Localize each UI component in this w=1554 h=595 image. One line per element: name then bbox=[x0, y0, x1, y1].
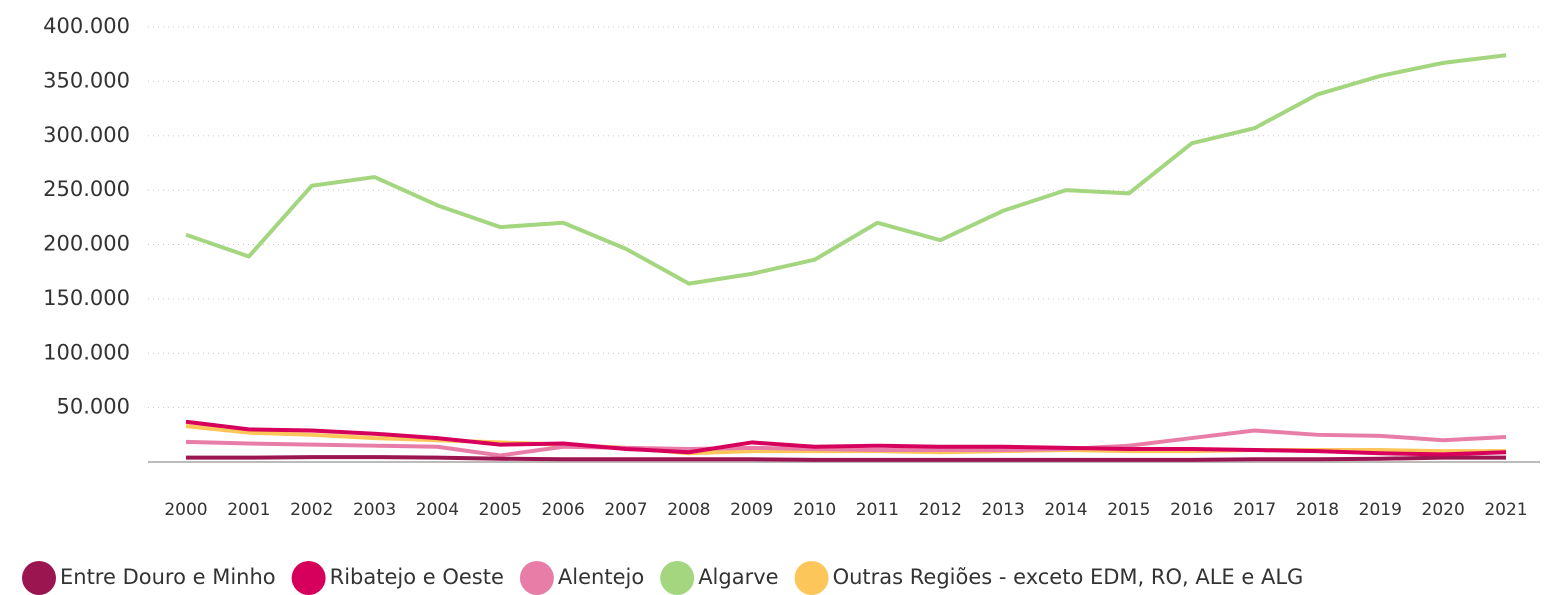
x-tick-label: 2007 bbox=[604, 500, 647, 520]
series-line bbox=[186, 455, 1506, 462]
legend-label: Alentejo bbox=[558, 565, 644, 589]
x-tick-label: 2003 bbox=[353, 500, 396, 520]
legend-swatch bbox=[794, 561, 829, 595]
x-tick-label: 2018 bbox=[1296, 500, 1339, 520]
series-line bbox=[185, 53, 1507, 286]
x-tick-label: 2006 bbox=[542, 500, 585, 520]
x-tick-label: 2008 bbox=[667, 500, 710, 520]
x-tick-label: 2014 bbox=[1044, 500, 1087, 520]
y-tick-label: 350.000 bbox=[43, 68, 130, 92]
x-tick-label: 2011 bbox=[856, 500, 899, 520]
y-tick-label: 400.000 bbox=[43, 14, 130, 38]
y-tick-label: 200.000 bbox=[43, 232, 130, 256]
x-tick-label: 2012 bbox=[919, 500, 962, 520]
legend-label: Entre Douro e Minho bbox=[60, 565, 276, 589]
x-tick-label: 2015 bbox=[1107, 500, 1150, 520]
x-tick-label: 2020 bbox=[1422, 500, 1465, 520]
y-tick-label: 250.000 bbox=[43, 177, 130, 201]
series-line bbox=[185, 428, 1507, 458]
y-tick-label: 50.000 bbox=[57, 395, 130, 419]
x-tick-label: 2010 bbox=[793, 500, 836, 520]
legend-swatch bbox=[660, 561, 695, 595]
x-tick-label: 2002 bbox=[290, 500, 333, 520]
legend-swatch bbox=[22, 561, 56, 595]
x-tick-label: 2017 bbox=[1233, 500, 1276, 520]
x-tick-label: 2019 bbox=[1359, 500, 1402, 520]
legend-swatch bbox=[519, 561, 554, 595]
legend-label: Ribatejo e Oeste bbox=[330, 565, 504, 589]
x-tick-label: 2001 bbox=[227, 500, 270, 520]
series-line bbox=[185, 419, 1507, 457]
x-tick-label: 2009 bbox=[730, 500, 773, 520]
legend-swatch bbox=[291, 561, 326, 595]
legend-label: Algarve bbox=[698, 565, 778, 589]
x-tick-label: 2016 bbox=[1170, 500, 1213, 520]
legend-label: Outras Regiões - exceto EDM, RO, ALE e A… bbox=[833, 565, 1304, 589]
x-tick-label: 2013 bbox=[982, 500, 1025, 520]
y-tick-label: 300.000 bbox=[43, 123, 130, 147]
y-tick-label: 150.000 bbox=[43, 286, 130, 310]
x-tick-label: 2005 bbox=[479, 500, 522, 520]
x-tick-label: 2004 bbox=[416, 500, 459, 520]
y-tick-label: 100.000 bbox=[43, 340, 130, 364]
x-tick-label: 2000 bbox=[164, 500, 207, 520]
x-tick-label: 2021 bbox=[1484, 500, 1527, 520]
